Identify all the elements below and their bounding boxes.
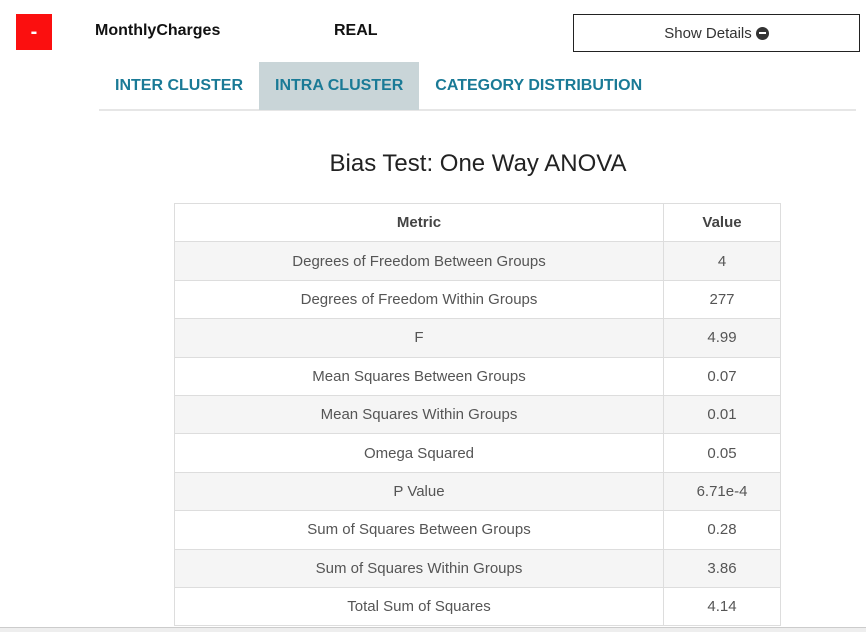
table-row: F 4.99 xyxy=(174,318,781,358)
metric-cell: Total Sum of Squares xyxy=(174,586,664,627)
value-cell: 4.14 xyxy=(663,586,781,627)
table-row: Sum of Squares Within Groups 3.86 xyxy=(174,548,781,588)
value-cell: 4.99 xyxy=(663,318,781,358)
collapse-button[interactable]: - xyxy=(16,14,52,50)
value-cell: 0.28 xyxy=(663,510,781,550)
metric-cell: P Value xyxy=(174,471,664,512)
minus-circle-icon xyxy=(755,26,769,40)
section-title: Bias Test: One Way ANOVA xyxy=(329,150,627,177)
tab-inter-cluster[interactable]: INTER CLUSTER xyxy=(115,77,243,94)
table-row: Total Sum of Squares 4.14 xyxy=(174,586,781,627)
table-row: Degrees of Freedom Between Groups 4 xyxy=(174,241,781,281)
metric-cell: Omega Squared xyxy=(174,433,664,473)
column-header-metric: Metric xyxy=(174,202,664,243)
table-row: Sum of Squares Between Groups 0.28 xyxy=(174,510,781,550)
table-row: Omega Squared 0.05 xyxy=(174,433,781,473)
metric-cell: Sum of Squares Within Groups xyxy=(174,548,664,588)
table-row: Mean Squares Within Groups 0.01 xyxy=(174,394,781,435)
metric-cell: F xyxy=(174,318,664,358)
metric-cell: Mean Squares Between Groups xyxy=(174,356,664,396)
value-cell: 3.86 xyxy=(663,548,781,588)
value-cell: 4 xyxy=(663,241,781,281)
column-header-value: Value xyxy=(663,202,781,243)
value-cell: 0.01 xyxy=(663,394,781,435)
field-name: MonthlyCharges xyxy=(95,22,221,39)
metric-cell: Degrees of Freedom Between Groups xyxy=(174,241,664,281)
metric-cell: Mean Squares Within Groups xyxy=(174,394,664,435)
tab-category-distribution[interactable]: CATEGORY DISTRIBUTION xyxy=(435,77,643,94)
show-details-button[interactable]: Show Details xyxy=(573,14,860,52)
field-type: REAL xyxy=(334,22,378,39)
value-cell: 0.07 xyxy=(663,356,781,396)
table-row: P Value 6.71e-4 xyxy=(174,471,781,512)
table-row: Mean Squares Between Groups 0.07 xyxy=(174,356,781,396)
value-cell: 277 xyxy=(663,279,781,320)
divider xyxy=(0,627,866,632)
tab-intra-cluster[interactable]: INTRA CLUSTER xyxy=(259,62,420,110)
anova-table: Metric Value Degrees of Freedom Between … xyxy=(174,202,781,627)
show-details-label: Show Details xyxy=(664,24,752,42)
metric-cell: Sum of Squares Between Groups xyxy=(174,510,664,550)
value-cell: 6.71e-4 xyxy=(663,471,781,512)
tab-bar: INTER CLUSTER INTRA CLUSTER CATEGORY DIS… xyxy=(99,62,856,111)
table-row: Degrees of Freedom Within Groups 277 xyxy=(174,279,781,320)
value-cell: 0.05 xyxy=(663,433,781,473)
metric-cell: Degrees of Freedom Within Groups xyxy=(174,279,664,320)
